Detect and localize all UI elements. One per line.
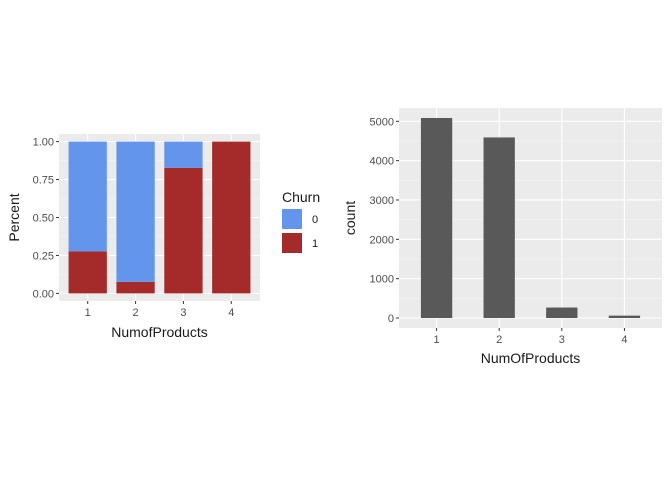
churn-x-axis-title: NumofProducts [111, 324, 207, 340]
bar-cat-3 [546, 307, 578, 319]
c2-y-tick-label: 2000 [370, 234, 394, 246]
count-x-ticks: 1 2 3 4 [434, 328, 627, 346]
product-count-chart: 0 1000 2000 3000 4000 5000 1 2 3 4 NumOfProducts… [342, 108, 662, 366]
c2-x-tick-label: 1 [434, 334, 440, 346]
c1-y-tick-label: 0.00 [33, 288, 54, 300]
c1-x-tick-label: 2 [133, 307, 139, 319]
churn-x-ticks: 1 2 3 4 [85, 301, 234, 319]
bar-cat-1 [420, 117, 453, 319]
churn-y-axis-title: Percent [6, 193, 22, 241]
c2-x-tick-label: 3 [559, 334, 565, 346]
count-x-axis-title: NumOfProducts [481, 350, 581, 366]
bar-cat-4-churn-1 [212, 141, 251, 294]
bar-cat-2-churn-0 [116, 141, 155, 282]
count-y-axis-title: count [342, 201, 358, 235]
c1-y-tick-label: 0.75 [33, 175, 54, 187]
legend-key-0 [282, 209, 302, 229]
c2-y-tick-label: 0 [388, 313, 394, 325]
bar-cat-2 [483, 137, 515, 319]
bar-cat-2-churn-1 [116, 281, 155, 294]
bar-cat-3-churn-1 [164, 167, 203, 294]
count-bars [420, 117, 641, 319]
legend-title: Churn [282, 189, 320, 205]
c2-y-tick-label: 3000 [370, 195, 394, 207]
count-y-ticks: 0 1000 2000 3000 4000 5000 [370, 116, 399, 325]
bar-cat-3-churn-0 [164, 141, 203, 168]
c1-y-tick-label: 0.50 [33, 213, 54, 225]
c2-x-tick-label: 2 [496, 334, 502, 346]
c1-y-tick-label: 0.25 [33, 250, 54, 262]
churn-bars [68, 141, 251, 294]
c2-y-tick-label: 4000 [370, 156, 394, 168]
c1-x-tick-label: 4 [228, 307, 234, 319]
c1-y-tick-label: 1.00 [33, 137, 54, 149]
churn-legend: Churn 0 1 [282, 189, 320, 253]
bar-cat-1-churn-1 [68, 251, 107, 294]
c1-x-tick-label: 1 [85, 307, 91, 319]
legend-label-0: 0 [312, 214, 318, 226]
c2-x-tick-label: 4 [621, 334, 627, 346]
bar-cat-1-churn-0 [68, 141, 107, 252]
legend-label-1: 1 [312, 238, 318, 250]
c2-y-tick-label: 1000 [370, 274, 394, 286]
c2-y-tick-label: 5000 [370, 116, 394, 128]
c1-x-tick-label: 3 [180, 307, 186, 319]
bar-cat-4 [608, 315, 641, 319]
legend-key-1 [282, 233, 302, 253]
churn-y-ticks: 0.00 0.25 0.50 0.75 1.00 [33, 137, 59, 300]
